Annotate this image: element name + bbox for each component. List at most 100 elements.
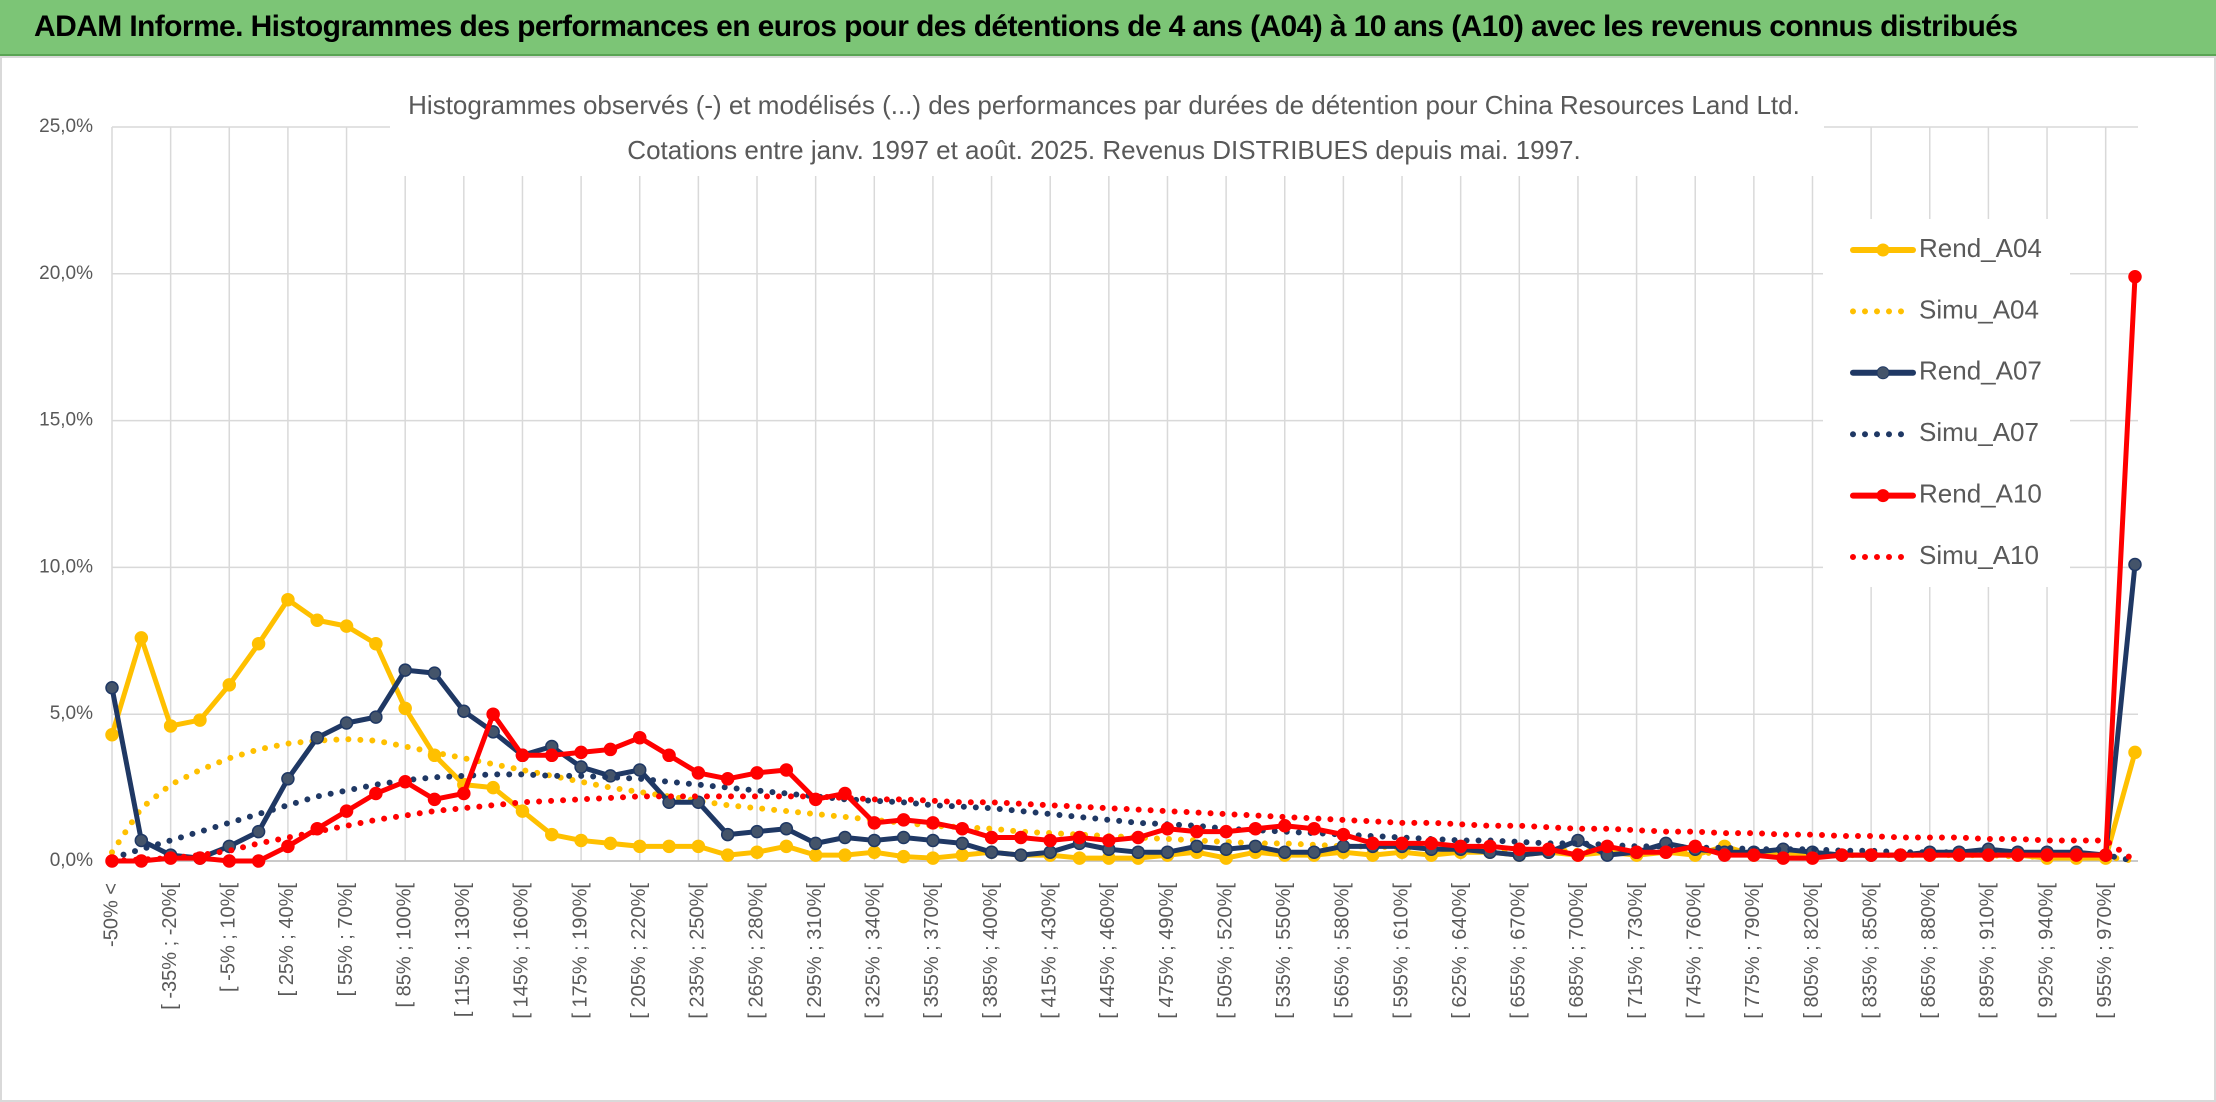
series-marker [281,592,295,607]
legend-marker [1876,243,1890,257]
legend-label: Rend_A10 [1919,478,2042,508]
series-marker [2040,848,2054,862]
series-marker [398,774,412,789]
series-marker [1571,848,1585,862]
series-marker [1014,830,1028,845]
series-marker [1307,821,1321,836]
series-marker [1131,830,1145,845]
legend-label: Simu_A10 [1919,540,2039,570]
series-marker [632,763,647,777]
series-marker [281,772,295,786]
series-marker [545,748,559,763]
series-marker [896,830,911,845]
x-tick-label: [ 745% ; 760%[ [1683,883,1705,1019]
series-marker [515,748,530,763]
series-marker [515,804,530,818]
series-marker [955,836,969,851]
x-tick-label: [ -35% ; -20%[ [159,883,181,1010]
legend-label: Rend_A07 [1919,356,2042,386]
series-marker [896,849,911,864]
x-tick-label: [ 595% ; 610%[ [1390,883,1412,1019]
series-marker [867,833,882,848]
series-marker [369,710,383,724]
series-marker [1893,848,1908,862]
series-marker [457,786,471,801]
series-marker [808,848,823,862]
series-marker [1336,839,1351,854]
series-marker [1512,842,1527,857]
series-marker [427,792,442,807]
series-marker [691,839,706,854]
series-marker [1072,851,1087,865]
series-marker [398,663,412,677]
x-tick-label: [ 655% ; 670%[ [1508,883,1530,1019]
x-tick-label: [ 535% ; 550%[ [1273,883,1295,1019]
series-marker [163,719,178,733]
series-marker [2128,557,2142,572]
series-marker [486,707,500,721]
series-marker [1981,848,1996,862]
series-marker [867,845,882,859]
series-marker [457,704,471,719]
series-marker [2010,848,2025,862]
series-marker [720,772,735,786]
series-marker [251,824,266,839]
series-marker [1923,848,1937,862]
series-marker [1278,819,1292,833]
series-marker [1102,833,1116,848]
series-marker [193,713,207,727]
x-tick-label: [ 385% ; 400%[ [980,883,1002,1019]
series-marker [926,816,940,830]
series-marker [1453,839,1468,854]
series-marker [1805,851,1820,865]
y-tick-label: 0,0% [50,850,93,871]
series-marker [1747,848,1761,862]
x-tick-label: [ 235% ; 250%[ [687,883,709,1019]
x-tick-label: [ 955% ; 970%[ [2094,883,2116,1019]
x-tick-label: [ 355% ; 370%[ [921,883,943,1019]
title-background [390,84,1824,176]
chart-subtitle: Cotations entre janv. 1997 et août. 2025… [627,135,1580,165]
series-marker [1336,827,1351,842]
x-tick-label: [ 325% ; 340%[ [863,883,885,1019]
series-marker [2128,745,2142,760]
series-marker [486,780,500,795]
series-marker [1365,836,1380,851]
x-tick-label: [ 55% ; 70%[ [335,883,357,997]
x-tick-label: [ 805% ; 820%[ [1801,883,1823,1019]
series-marker [955,821,969,836]
series-marker [603,742,618,757]
y-tick-label: 20,0% [39,263,93,284]
x-tick-label: [ 715% ; 730%[ [1625,883,1647,1019]
series-marker [691,766,706,780]
series-marker [955,848,969,862]
series-marker [632,730,647,745]
x-tick-label: [ 685% ; 700%[ [1566,883,1588,1019]
x-tick-label: [ 565% ; 580%[ [1332,883,1354,1019]
series-marker [779,763,794,777]
plot-area [105,269,2142,868]
series-marker [1190,824,1204,839]
series-line [109,736,2138,864]
series-marker [808,836,823,851]
x-tick-label: [ 505% ; 520%[ [1214,883,1236,1019]
series-marker [1600,839,1615,854]
series-marker [281,839,295,854]
series-marker [603,836,618,851]
series-marker [1248,839,1263,854]
series-marker [896,813,911,827]
series-marker [2069,848,2084,862]
x-tick-label: [ 865% ; 880%[ [1918,883,1940,1019]
series-marker [1483,839,1497,854]
x-tick-label: [ 265% ; 280%[ [745,883,767,1019]
series-marker [105,728,119,742]
series-marker [574,745,588,760]
series-marker [779,821,794,836]
series-marker [750,845,764,859]
series-marker [1541,842,1556,857]
x-tick-label: [ 415% ; 430%[ [1038,883,1060,1019]
legend: Rend_A04 Simu_A04 Rend_A07 Simu_A07 Rend_A10… [1823,219,2070,587]
series-marker [369,786,383,801]
x-tick-label: [ 205% ; 220%[ [628,883,650,1019]
